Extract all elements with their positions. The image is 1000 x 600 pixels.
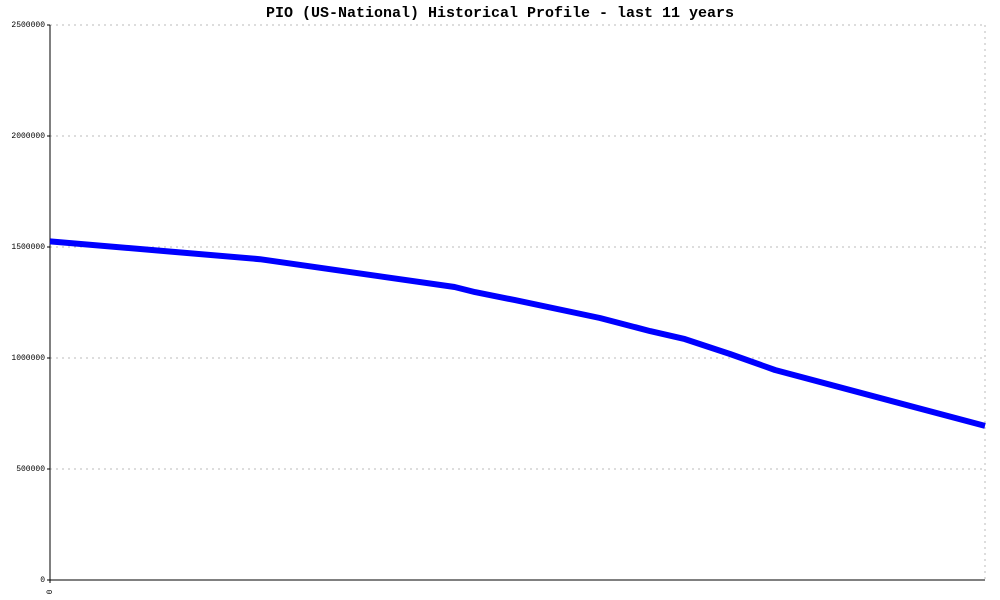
y-tick-label: 500000: [16, 465, 45, 474]
y-tick-label: 2500000: [11, 21, 45, 30]
x-tick-label: 0: [46, 589, 55, 594]
y-tick-label: 1500000: [11, 243, 45, 252]
data-line: [49, 238, 986, 429]
chart-title: PIO (US-National) Historical Profile - l…: [266, 5, 734, 22]
y-tick-label: 0: [40, 576, 45, 585]
y-tick-label: 2000000: [11, 132, 45, 141]
y-tick-label: 1000000: [11, 354, 45, 363]
